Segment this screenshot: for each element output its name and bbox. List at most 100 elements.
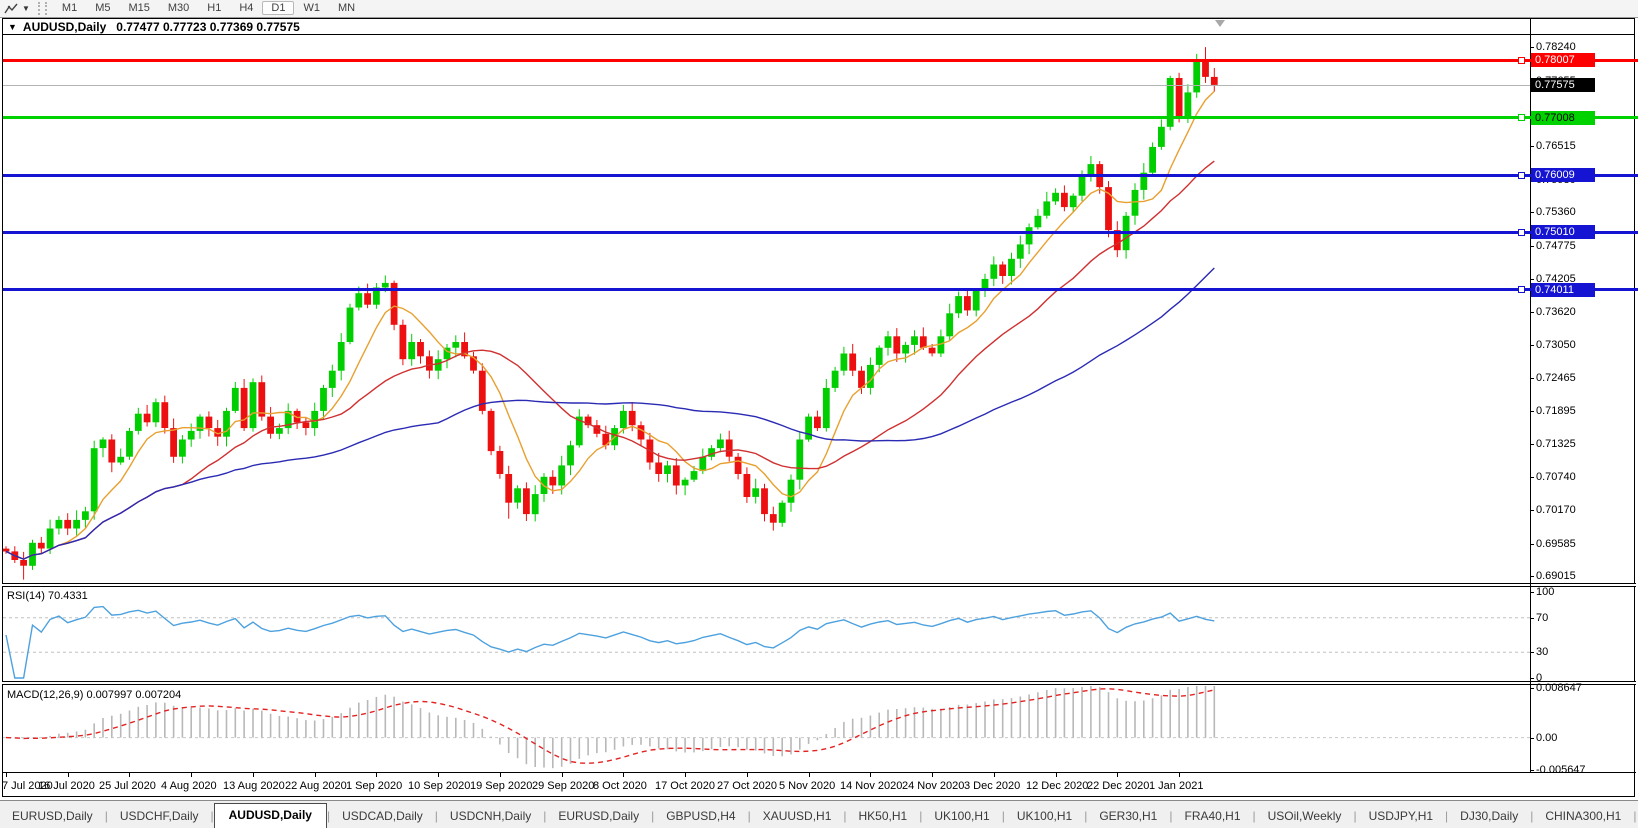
chart-tab-dj30-daily[interactable]: DJ30,Daily bbox=[1460, 809, 1519, 823]
rsi-panel-svg bbox=[3, 605, 1530, 679]
chart-tab-usdcnh-daily[interactable]: USDCNH,Daily bbox=[449, 809, 532, 823]
level-line-anchor[interactable] bbox=[1518, 172, 1525, 179]
chart-tab-gbpusd-h4[interactable]: GBPUSD,H4 bbox=[666, 809, 736, 823]
macd-panel-svg bbox=[3, 686, 1530, 769]
rsi-axis-tick-mark bbox=[1530, 678, 1534, 679]
draw-tool-dropdown-icon[interactable]: ▼ bbox=[22, 4, 30, 13]
chart-tab-usdcad-daily[interactable]: USDCAD,Daily bbox=[342, 809, 423, 823]
price-axis-tick-mark bbox=[1530, 345, 1534, 346]
panel-divider-rsi-macd[interactable] bbox=[2, 681, 1636, 685]
chart-tab-usdjpy-h1[interactable]: USDJPY,H1 bbox=[1368, 809, 1434, 823]
chart-symbol-title: AUDUSD,Daily bbox=[22, 19, 107, 34]
tab-separator: | bbox=[1445, 809, 1449, 823]
timeframe-button-h1[interactable]: H1 bbox=[207, 2, 222, 14]
chart-shift-marker[interactable] bbox=[1215, 20, 1225, 27]
tab-separator: | bbox=[843, 809, 847, 823]
price-axis-tick-mark bbox=[1530, 212, 1534, 213]
chart-tab-fra40-h1[interactable]: FRA40,H1 bbox=[1184, 809, 1241, 823]
tab-separator: | bbox=[543, 809, 547, 823]
date-axis-label: 22 Aug 2020 bbox=[285, 780, 347, 792]
toolbar-grip-handle[interactable] bbox=[37, 2, 47, 15]
date-axis-tick-mark bbox=[685, 773, 686, 777]
tab-separator: | bbox=[104, 809, 108, 823]
date-axis-label: 24 Nov 2020 bbox=[902, 780, 965, 792]
macd-axis-tick-mark bbox=[1530, 738, 1534, 739]
date-axis-tick-mark bbox=[1117, 773, 1118, 777]
macd-axis-tick-mark bbox=[1530, 770, 1534, 771]
timeframe-button-d1[interactable]: D1 bbox=[262, 1, 295, 15]
chart-tab-ger30-h1[interactable]: GER30,H1 bbox=[1099, 809, 1158, 823]
timeframe-button-m30[interactable]: M30 bbox=[167, 2, 190, 14]
date-axis-tick-mark bbox=[253, 773, 254, 777]
date-axis-label: 22 Dec 2020 bbox=[1087, 780, 1150, 792]
date-axis-tick-mark bbox=[500, 773, 501, 777]
date-axis-label: 29 Sep 2020 bbox=[532, 780, 595, 792]
date-axis-tick-mark bbox=[870, 773, 871, 777]
chart-tab-uk100-h1[interactable]: UK100,H1 bbox=[1016, 809, 1073, 823]
chart-tab-xauusd-h1[interactable]: XAUUSD,H1 bbox=[762, 809, 832, 823]
date-axis-label: 13 Aug 2020 bbox=[223, 780, 285, 792]
date-axis-label: 4 Aug 2020 bbox=[161, 780, 217, 792]
chart-tab-audusd-daily[interactable]: AUDUSD,Daily bbox=[213, 803, 327, 828]
date-axis-label: 3 Dec 2020 bbox=[964, 780, 1021, 792]
tab-separator: | bbox=[1353, 809, 1357, 823]
rsi-axis-tick-label: 70 bbox=[1536, 612, 1549, 624]
tab-separator: | bbox=[747, 809, 751, 823]
price-axis-tick-mark bbox=[1530, 544, 1534, 545]
tab-separator: | bbox=[1530, 809, 1534, 823]
rsi-line bbox=[5, 605, 1215, 679]
macd-signal-line bbox=[5, 687, 1215, 765]
tab-separator: | bbox=[1169, 809, 1173, 823]
level-line-anchor[interactable] bbox=[1518, 114, 1525, 121]
chart-tab-usdchf-daily[interactable]: USDCHF,Daily bbox=[119, 809, 199, 823]
horizontal-level-line[interactable] bbox=[3, 116, 1638, 119]
level-price-label: 0.75010 bbox=[1531, 225, 1595, 239]
date-axis-tick-mark bbox=[994, 773, 995, 777]
date-axis-label: 1 Jan 2021 bbox=[1149, 780, 1204, 792]
date-axis-label: 12 Dec 2020 bbox=[1026, 780, 1089, 792]
timeframe-button-m1[interactable]: M1 bbox=[61, 2, 78, 14]
price-axis-tick-mark bbox=[1530, 279, 1534, 280]
level-line-anchor[interactable] bbox=[1518, 229, 1525, 236]
panel-divider-main-rsi[interactable] bbox=[2, 583, 1636, 587]
draw-tool-icon[interactable] bbox=[0, 1, 22, 16]
tab-separator: | bbox=[210, 809, 214, 823]
chart-tab-eurusd-daily[interactable]: EURUSD,Daily bbox=[12, 809, 93, 823]
chart-tab-usoil-weekly[interactable]: USOil,Weekly bbox=[1267, 809, 1342, 823]
timeframe-button-m15[interactable]: M15 bbox=[128, 2, 150, 14]
chart-tab-eurusd-daily[interactable]: EURUSD,Daily bbox=[558, 809, 640, 823]
macd-histogram bbox=[14, 686, 1216, 769]
chart-tab-china300-h1[interactable]: CHINA300,H1 bbox=[1545, 809, 1622, 823]
chart-tab-uk100-h1[interactable]: UK100,H1 bbox=[934, 809, 990, 823]
date-axis-tick-mark bbox=[6, 773, 7, 777]
horizontal-level-line[interactable] bbox=[3, 231, 1638, 234]
current-price-label: 0.77575 bbox=[1531, 78, 1595, 92]
ma-line-7 bbox=[5, 90, 1215, 560]
horizontal-level-line[interactable] bbox=[3, 288, 1638, 291]
macd-axis-tick-label: -0.005647 bbox=[1536, 764, 1586, 776]
date-axis-line bbox=[2, 772, 1636, 773]
level-price-label: 0.76009 bbox=[1531, 168, 1595, 182]
timeframe-button-mn[interactable]: MN bbox=[337, 2, 356, 14]
timeframe-button-h4[interactable]: H4 bbox=[239, 2, 254, 14]
horizontal-level-line[interactable] bbox=[3, 59, 1638, 62]
price-axis-tick-label: 0.74205 bbox=[1536, 273, 1576, 285]
timeframe-button-w1[interactable]: W1 bbox=[303, 2, 320, 14]
price-axis-tick-mark bbox=[1530, 246, 1534, 247]
date-axis-label: 19 Sep 2020 bbox=[470, 780, 533, 792]
level-line-anchor[interactable] bbox=[1518, 286, 1525, 293]
date-axis-tick-mark bbox=[191, 773, 192, 777]
collapse-chart-icon[interactable]: ▼ bbox=[8, 21, 17, 32]
timeframe-button-m5[interactable]: M5 bbox=[95, 2, 111, 14]
horizontal-level-line[interactable] bbox=[3, 174, 1638, 177]
rsi-axis-tick-mark bbox=[1530, 618, 1534, 619]
rsi-indicator-label: RSI(14) 70.4331 bbox=[7, 590, 88, 602]
chart-tab-hk50-h1[interactable]: HK50,H1 bbox=[858, 809, 908, 823]
level-price-label: 0.77008 bbox=[1531, 111, 1595, 125]
level-line-anchor[interactable] bbox=[1518, 57, 1525, 64]
date-axis-tick-mark bbox=[68, 773, 69, 777]
price-axis-tick-mark bbox=[1530, 444, 1534, 445]
tab-separator: | bbox=[651, 809, 655, 823]
date-axis-tick-mark bbox=[129, 773, 130, 777]
price-axis-tick-mark bbox=[1530, 477, 1534, 478]
